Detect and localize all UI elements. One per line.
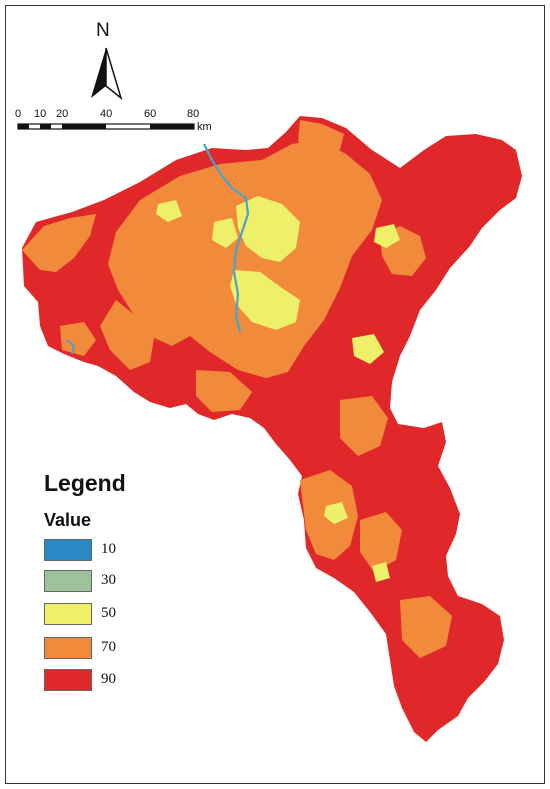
river-line [203, 143, 250, 333]
north-label: N [96, 20, 110, 41]
north-arrow-icon [91, 47, 123, 101]
scale-tick-80: 80 [187, 108, 200, 120]
scale-bar [17, 123, 195, 130]
river-line-west [65, 339, 76, 355]
legend-label: 30 [101, 572, 116, 588]
scale-tick-10: 10 [34, 108, 47, 120]
scale-tick-40: 40 [100, 108, 113, 120]
value-70-patches [22, 120, 452, 658]
legend-swatch [44, 539, 92, 561]
scale-tick-20: 20 [56, 108, 69, 120]
legend-swatch [44, 637, 92, 659]
legend-swatch [44, 669, 92, 691]
scale-unit: km [197, 121, 212, 133]
legend-swatch [44, 603, 92, 625]
legend-label: 70 [101, 639, 116, 655]
value-50-patches [156, 196, 400, 582]
legend-title: Legend [44, 470, 126, 496]
legend-label: 90 [101, 671, 116, 687]
scale-tick-0: 0 [15, 108, 22, 120]
scale-tick-60: 60 [144, 108, 157, 120]
legend-label: 10 [101, 541, 116, 557]
legend-label: 50 [101, 605, 116, 621]
legend-swatch [44, 570, 92, 592]
legend-subtitle: Value [44, 510, 92, 530]
